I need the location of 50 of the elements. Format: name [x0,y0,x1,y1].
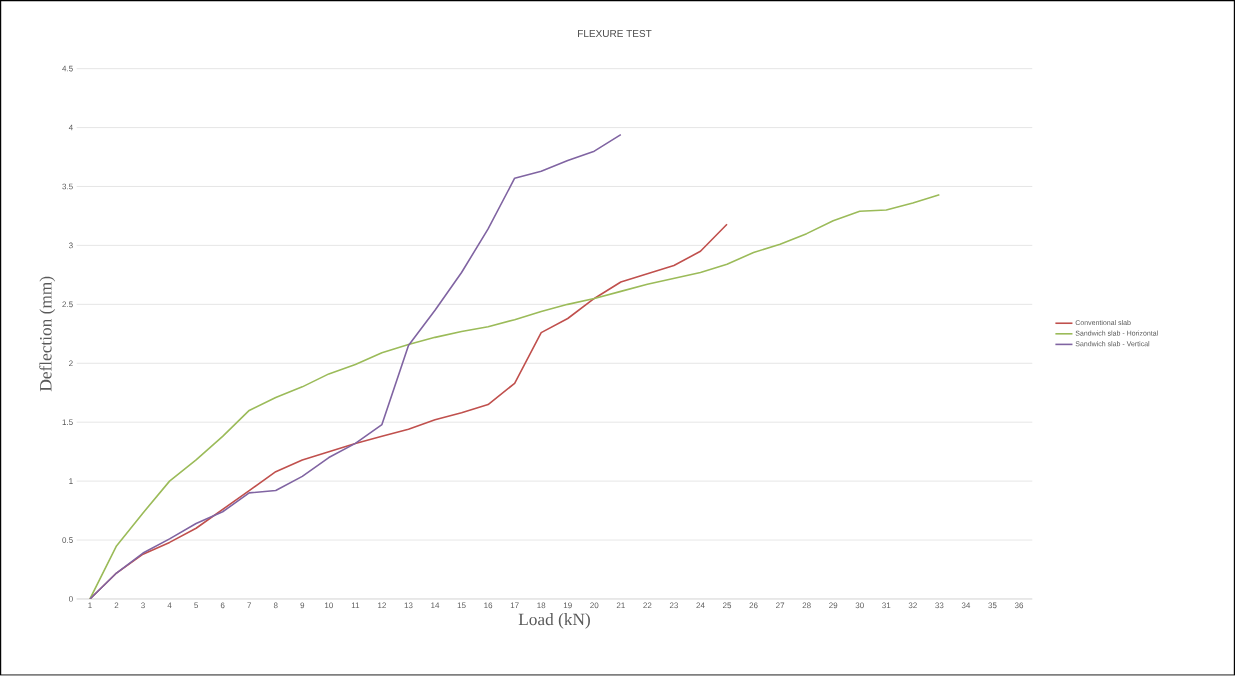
x-tick-label: 1 [88,602,92,609]
x-tick-label: 27 [776,602,785,609]
y-axis-title: Deflection (mm) [39,276,56,392]
chart-title: FLEXURE TEST [578,30,652,38]
x-tick-label: 35 [988,602,997,609]
x-tick-label: 30 [855,602,864,609]
x-tick-label: 19 [563,602,572,609]
x-tick-label: 7 [247,602,252,609]
x-tick-label: 25 [722,602,732,609]
y-tick-label: 2 [69,360,73,367]
x-tick-label: 22 [643,602,652,609]
x-tick-label: 21 [616,602,625,609]
x-tick-label: 14 [431,602,440,609]
y-tick-label: 1 [69,478,73,485]
x-tick-label: 34 [961,602,971,609]
x-tick-label: 11 [351,602,360,609]
x-tick-label: 20 [590,602,599,609]
x-tick-label: 8 [273,602,278,609]
line-series [89,134,622,600]
y-tick-label: 3 [68,242,73,249]
y-tick-label: 0.5 [62,537,73,544]
x-tick-label: 3 [141,602,145,609]
y-tick-label: 4 [68,125,73,131]
x-tick-label: 24 [696,602,705,609]
x-tick-label: 29 [829,602,838,609]
x-tick-label: 4 [167,602,172,609]
x-tick-label: 6 [220,602,225,609]
x-tick-label: 26 [749,602,758,609]
y-tick-label: 4.5 [62,66,73,72]
x-tick-label: 28 [802,602,811,609]
x-tick-label: 12 [378,602,386,609]
x-tick-label: 5 [194,602,198,609]
x-tick-label: 15 [457,602,466,609]
x-tick-label: 31 [882,602,891,609]
y-tick-label: 0 [68,596,73,602]
y-tick-label: 1.5 [62,419,73,426]
x-tick-label: 17 [510,602,519,609]
x-tick-label: 16 [484,602,493,609]
x-tick-label: 32 [908,602,917,609]
x-tick-label: 18 [537,602,546,609]
x-tick-label: 13 [404,602,413,609]
x-tick-label: 10 [324,602,333,609]
x-tick-label: 36 [1014,602,1024,609]
y-tick-label: 3.5 [62,183,73,190]
x-tick-label: 23 [669,602,679,609]
x-tick-label: 9 [300,602,305,609]
x-axis-title: Load (kN) [518,613,590,629]
x-tick-label: 33 [935,602,944,609]
x-tick-label: 2 [114,602,119,609]
y-tick-label: 2.5 [62,301,73,308]
